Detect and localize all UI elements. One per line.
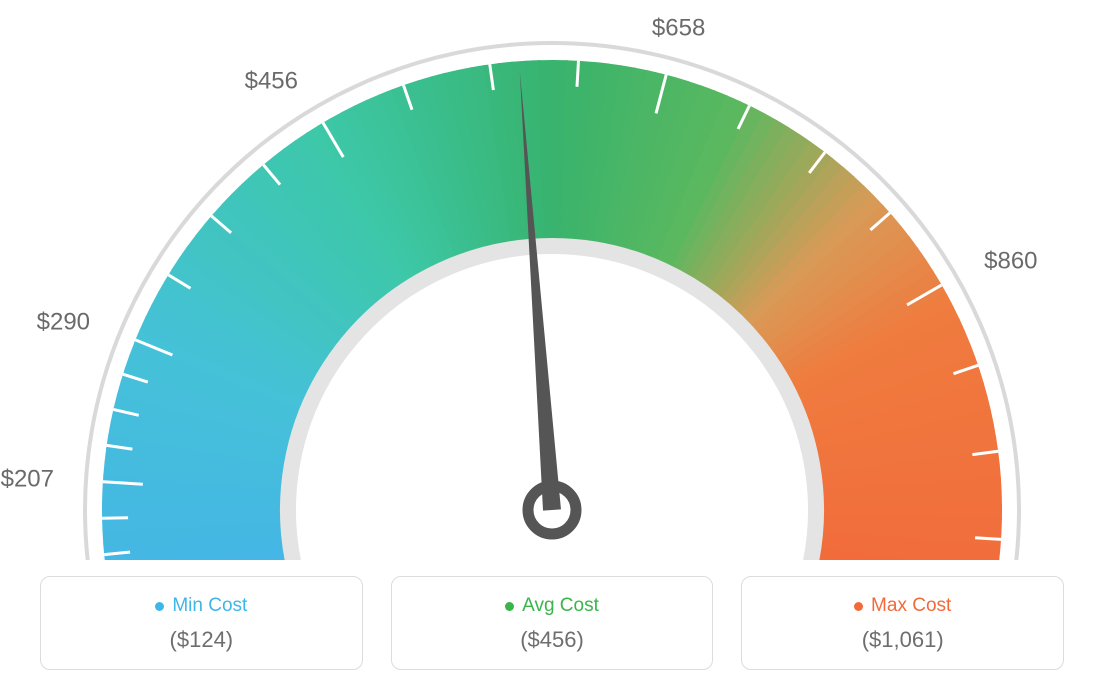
- min-cost-value: ($124): [51, 627, 352, 653]
- svg-text:$456: $456: [245, 67, 298, 94]
- svg-text:$860: $860: [984, 247, 1037, 274]
- min-dot-icon: [155, 602, 164, 611]
- svg-text:$207: $207: [1, 466, 54, 493]
- svg-text:$290: $290: [37, 308, 90, 335]
- max-cost-value: ($1,061): [752, 627, 1053, 653]
- min-cost-card: Min Cost ($124): [40, 576, 363, 670]
- min-cost-label: Min Cost: [172, 595, 247, 617]
- gauge-svg: $124$207$290$456$658$860$1,061: [0, 0, 1104, 560]
- max-cost-card: Max Cost ($1,061): [741, 576, 1064, 670]
- max-dot-icon: [854, 602, 863, 611]
- avg-cost-value: ($456): [402, 627, 703, 653]
- avg-cost-card: Avg Cost ($456): [391, 576, 714, 670]
- svg-text:$658: $658: [652, 14, 705, 41]
- summary-cards: Min Cost ($124) Avg Cost ($456) Max Cost…: [0, 576, 1104, 670]
- max-cost-label: Max Cost: [871, 595, 951, 617]
- max-cost-title: Max Cost: [854, 595, 951, 617]
- gauge-chart: $124$207$290$456$658$860$1,061: [0, 0, 1104, 560]
- avg-cost-title: Avg Cost: [505, 595, 599, 617]
- avg-cost-label: Avg Cost: [522, 595, 599, 617]
- min-cost-title: Min Cost: [155, 595, 247, 617]
- avg-dot-icon: [505, 602, 514, 611]
